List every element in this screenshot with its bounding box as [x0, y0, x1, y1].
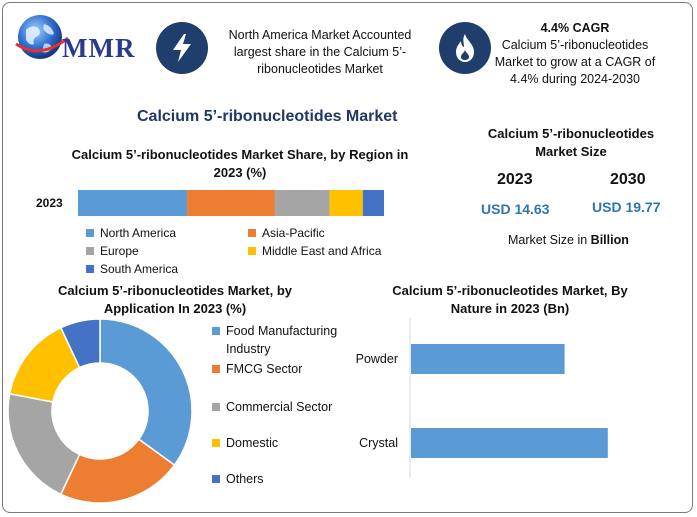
legend-label: FMCG Sector [226, 362, 303, 376]
donut-slice-commercial-sector [7, 392, 81, 496]
region-legend-item-asia-pacific: Asia-Pacific [248, 226, 325, 240]
nature-bar-chart: Powder Crystal [356, 318, 608, 478]
region-share-text: North America Market Accounted largest s… [228, 28, 412, 76]
market-size-unit: Billion [590, 233, 629, 247]
legend-swatch [212, 475, 220, 483]
legend-swatch [212, 327, 220, 335]
nature-tick-label-powder: Powder [356, 352, 398, 366]
nature-bar-crystal [411, 428, 608, 458]
legend-label: Commercial Sector [226, 400, 333, 414]
application-legend-item-others: Others [212, 470, 362, 488]
application-legend-item-food-manufacturing-industry: Food Manufacturing Industry [212, 322, 362, 358]
market-size-year-2023: 2023 [497, 171, 533, 188]
region-bar-segment-europe [274, 190, 330, 216]
legend-label: Domestic [226, 436, 279, 450]
legend-swatch [212, 365, 220, 373]
region-bar-segment-middle-east-and-africa [329, 190, 363, 216]
page-title: Calcium 5’-ribonucleotides Market [137, 108, 398, 125]
application-donut-chart [7, 318, 193, 504]
legend-swatch [86, 247, 94, 255]
application-chart-legend: Food Manufacturing Industry FMCG Sector Co… [212, 322, 362, 492]
nature-tick-label-crystal: Crystal [359, 436, 398, 450]
legend-swatch [212, 403, 220, 411]
lightning-icon [156, 22, 208, 74]
legend-label: South America [100, 262, 179, 276]
region-bar-segment-south-america [362, 190, 384, 216]
application-legend-item-commercial-sector: Commercial Sector [212, 398, 362, 416]
legend-label: North America [100, 226, 177, 240]
region-bar-segment-asia-pacific [187, 190, 275, 216]
legend-swatch [86, 265, 94, 273]
region-legend-item-north-america: North America [86, 226, 176, 240]
region-chart-category-label: 2023 [36, 196, 63, 210]
legend-swatch [86, 229, 94, 237]
application-legend-item-domestic: Domestic [212, 434, 362, 452]
legend-swatch [248, 229, 256, 237]
nature-chart-title: Calcium 5’-ribonucleotides Market, By Na… [392, 283, 628, 316]
region-stacked-bar [78, 190, 384, 216]
market-size-unit-note: Market Size in Billion [508, 233, 629, 247]
region-legend-item-europe: Europe [86, 244, 139, 258]
market-size-unit-prefix: Market Size in [508, 233, 591, 247]
legend-label: Others [226, 472, 264, 486]
infographic-frame [2, 2, 693, 513]
flame-icon [439, 22, 491, 74]
legend-swatch [248, 247, 256, 255]
donut-slice-food-manufacturing-industry [99, 318, 193, 467]
market-size-value-2030: USD 19.77 [592, 199, 661, 215]
region-chart-title: Calcium 5’-ribonucleotides Market Share,… [71, 147, 409, 180]
cagr-title: 4.4% CAGR [540, 21, 610, 35]
nature-bar-powder [411, 344, 565, 374]
globe-icon [15, 15, 69, 59]
market-size-title: Calcium 5’-ribonucleotides Market Size [487, 126, 655, 159]
market-size-value-2023: USD 14.63 [481, 201, 550, 217]
legend-label: Asia-Pacific [262, 226, 325, 240]
region-legend-item-middle-east-and-africa: Middle East and Africa [248, 244, 381, 258]
logo-text: MMR [62, 33, 136, 63]
legend-swatch [212, 439, 220, 447]
legend-label: Europe [100, 244, 139, 258]
cagr-text: Calcium 5’-ribonucleotides Market to gro… [494, 38, 656, 86]
application-legend-item-fmcg-sector: FMCG Sector [212, 360, 362, 378]
market-size-year-2030: 2030 [610, 171, 646, 188]
application-chart-title: Calcium 5’-ribonucleotides Market, by Ap… [57, 283, 293, 316]
legend-label: Middle East and Africa [262, 244, 382, 258]
legend-label: Food Manufacturing Industry [226, 324, 338, 356]
region-legend-item-south-america: South America [86, 262, 178, 276]
region-chart-legend: North America Asia-Pacific Europe Middle Ea… [86, 226, 406, 280]
donut-slice-others [59, 318, 101, 369]
region-bar-segment-north-america [78, 190, 188, 216]
